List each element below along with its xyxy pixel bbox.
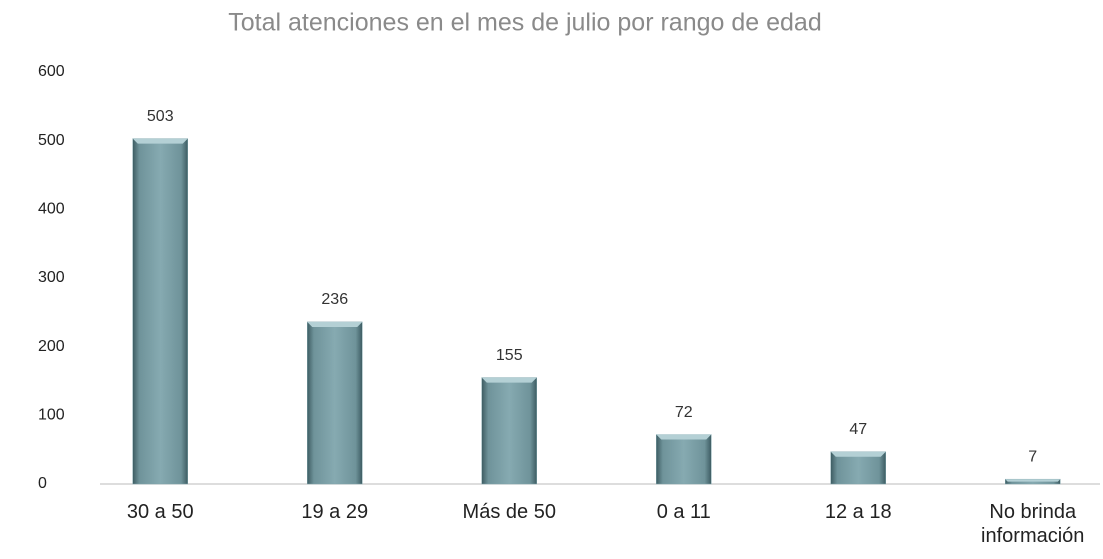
bar bbox=[830, 451, 886, 485]
bar bbox=[656, 434, 712, 485]
value-label: 503 bbox=[147, 108, 174, 125]
value-label: 155 bbox=[496, 347, 523, 364]
x-tick-label: 0 a 11 bbox=[656, 501, 711, 523]
x-tick-label: 12 a 18 bbox=[824, 501, 892, 523]
bar bbox=[307, 321, 363, 485]
x-tick-label: No brinda información bbox=[981, 501, 1085, 547]
bar-bevel bbox=[830, 451, 886, 457]
x-tick-label: Más de 50 bbox=[462, 501, 556, 523]
y-tick-label: 100 bbox=[38, 407, 65, 424]
y-tick-label: 400 bbox=[38, 201, 65, 218]
value-label: 47 bbox=[849, 421, 867, 438]
bar-bevel bbox=[481, 377, 537, 383]
value-label: 72 bbox=[675, 404, 693, 421]
bar bbox=[481, 377, 537, 485]
y-tick-label: 500 bbox=[38, 132, 65, 149]
y-tick-label: 300 bbox=[38, 269, 65, 286]
y-tick-label: 0 bbox=[38, 475, 47, 492]
bar-bevel bbox=[132, 138, 188, 144]
bar bbox=[132, 138, 188, 485]
bar-bevel bbox=[656, 434, 712, 440]
value-label: 236 bbox=[321, 291, 348, 308]
y-tick-label: 200 bbox=[38, 338, 65, 355]
x-tick-label: 30 a 50 bbox=[126, 501, 194, 523]
y-tick-label: 600 bbox=[38, 63, 65, 80]
chart-title: Total atenciones en el mes de julio por … bbox=[228, 9, 821, 37]
bar-bevel bbox=[307, 321, 363, 327]
x-tick-label: 19 a 29 bbox=[301, 501, 369, 523]
bar-bevel bbox=[1005, 479, 1061, 482]
value-label: 7 bbox=[1028, 448, 1037, 465]
